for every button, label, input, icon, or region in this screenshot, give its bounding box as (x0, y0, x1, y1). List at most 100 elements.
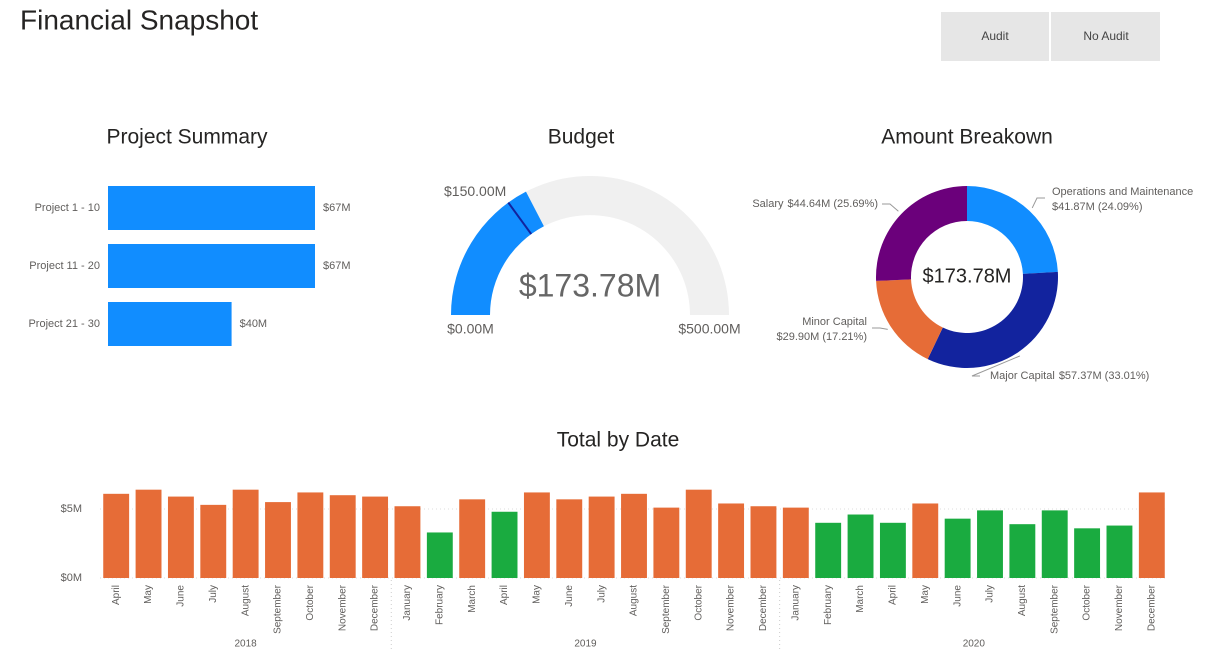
x-tick-label: August (629, 585, 640, 616)
x-tick-label: July (208, 585, 219, 603)
bar (426, 532, 453, 578)
x-tick-label: June (176, 585, 187, 607)
x-tick-label: April (499, 585, 510, 605)
y-tick-label: Project 1 - 10 (35, 202, 100, 214)
x-tick-label: September (661, 584, 672, 634)
x-tick-label: October (693, 584, 704, 620)
bar (847, 514, 874, 578)
donut-slice (876, 186, 967, 281)
x-group-label: 2019 (574, 639, 597, 649)
x-tick-label: December (758, 584, 769, 631)
x-tick-label: March (467, 585, 478, 613)
slice-value: $57.37M (33.01%) (1059, 370, 1150, 382)
gauge-value: $173.78M (519, 267, 661, 303)
bar (912, 503, 939, 578)
bar (1074, 528, 1101, 578)
slice-category: Operations and Maintenance (1052, 186, 1193, 198)
x-tick-label: February (823, 585, 834, 625)
no-audit-button[interactable]: No Audit (1051, 12, 1160, 61)
bar (200, 504, 227, 578)
bar (232, 489, 259, 578)
bar (556, 499, 583, 578)
target-label: $150.00M (444, 183, 506, 199)
bar (108, 244, 315, 288)
leader-line (971, 355, 1021, 377)
x-tick-label: November (337, 584, 348, 631)
gauge-tick-label: $500.00M (678, 321, 740, 337)
button-bg[interactable] (1051, 12, 1160, 61)
x-tick-label: April (111, 585, 122, 605)
slice-value: $44.64M (25.69%) (788, 198, 879, 210)
button-bg[interactable] (941, 12, 1049, 61)
slice-category: Salary (752, 198, 784, 210)
bar (394, 506, 421, 578)
x-tick-label: December (370, 584, 381, 631)
bar (977, 510, 1003, 578)
chart-title: Total by Date (557, 429, 680, 452)
slice-category: Minor Capital (802, 316, 867, 328)
bar (265, 502, 291, 578)
button-label[interactable]: No Audit (1083, 29, 1129, 43)
slice-category: Major Capital (990, 370, 1055, 382)
x-tick-label: July (985, 585, 996, 603)
bar (653, 507, 680, 578)
leader-line (1031, 197, 1045, 209)
bar (135, 489, 162, 578)
bar (491, 511, 518, 578)
chart-title: Project Summary (106, 126, 268, 149)
donut-slice (927, 271, 1059, 368)
y-tick-label: Project 11 - 20 (29, 260, 100, 272)
bar (1009, 524, 1036, 578)
gauge-fill (451, 191, 544, 315)
button-label[interactable]: Audit (981, 29, 1009, 43)
y-tick-label: Project 21 - 30 (28, 318, 100, 330)
page-title: Financial Snapshot (20, 4, 258, 35)
x-tick-label: June (564, 585, 575, 607)
data-label: $67M (323, 202, 351, 214)
bar (1106, 525, 1133, 578)
x-tick-label: September (1049, 584, 1060, 634)
x-tick-label: May (532, 585, 543, 604)
slice-value: $29.90M (17.21%) (777, 331, 868, 343)
bar (782, 507, 809, 578)
bar (1138, 492, 1165, 578)
bar (108, 186, 315, 230)
data-label: $40M (240, 318, 268, 330)
bar (621, 493, 647, 578)
bar (108, 302, 232, 346)
bar (297, 492, 324, 578)
bar (103, 493, 130, 578)
chart-title: Amount Breakown (881, 126, 1053, 149)
bar (1041, 510, 1068, 578)
x-tick-label: October (1082, 584, 1093, 620)
x-tick-label: November (1114, 584, 1125, 631)
bar (685, 489, 712, 578)
slice-label: Salary $44.64M (25.69%) (752, 198, 878, 210)
donut-center: $173.78M (923, 265, 1012, 287)
x-group-label: 2018 (235, 639, 258, 649)
x-tick-label: September (273, 584, 284, 634)
audit-button[interactable]: Audit (941, 12, 1049, 61)
x-tick-label: December (1146, 584, 1157, 631)
y-tick-label: $5M (61, 503, 82, 515)
bar (944, 518, 971, 578)
x-tick-label: January (790, 585, 801, 621)
x-tick-label: August (240, 585, 251, 616)
data-label: $67M (323, 260, 351, 272)
bar (750, 506, 777, 578)
x-tick-label: October (305, 584, 316, 620)
x-tick-label: January (402, 585, 413, 621)
x-tick-label: March (855, 585, 866, 613)
bar (329, 495, 356, 578)
x-tick-label: April (888, 585, 899, 605)
x-tick-label: May (920, 585, 931, 604)
bar (459, 499, 486, 578)
leader-line (882, 203, 899, 212)
donut-slice (876, 279, 943, 360)
x-tick-label: February (434, 585, 445, 625)
bar (523, 492, 550, 578)
chart-title: Budget (548, 126, 615, 149)
bar (718, 503, 745, 578)
bar (362, 496, 389, 578)
